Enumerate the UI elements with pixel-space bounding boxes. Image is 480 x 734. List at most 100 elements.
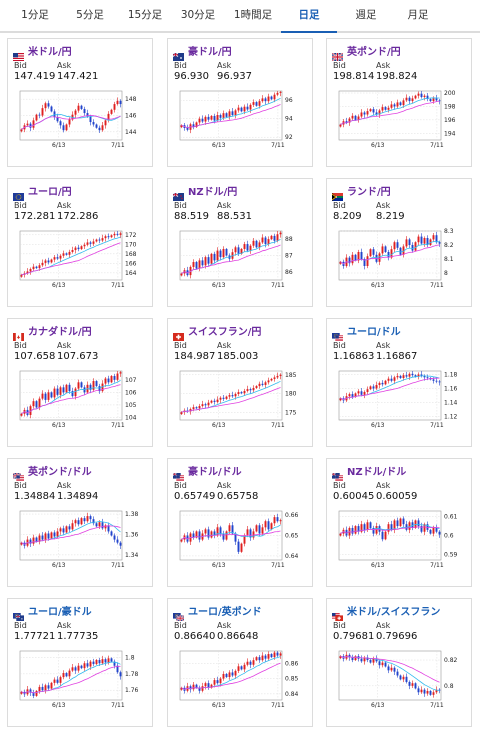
candlestick-chart[interactable]: 0.82 0.8 6/13 7/11: [327, 645, 473, 728]
currency-pair-title[interactable]: 米ドル/スイスフラン: [347, 607, 441, 618]
candlestick-chart[interactable]: 0.61 0.6 0.59 6/13 7/11: [327, 505, 473, 588]
candle-body: [116, 373, 119, 380]
candlestick-chart[interactable]: 0.86 0.85 0.84 6/13 7/11: [168, 645, 314, 728]
candlestick-chart[interactable]: 185 180 175 6/13 7/11: [168, 365, 314, 448]
x-tick-label: 7/11: [111, 562, 125, 569]
tab-30min[interactable]: 30分足: [180, 9, 216, 21]
currency-pair-title[interactable]: 英ポンド/ドル: [28, 467, 92, 478]
candle-body: [77, 382, 80, 389]
rate-card[interactable]: 米ドル/円 Bid Ask 147.419 147.421 148 146 144 6/13 7/…: [7, 38, 153, 167]
rate-card[interactable]: NZドル/円 Bid Ask 88.519 88.531 88 87 86 6/13 7/11: [167, 178, 313, 307]
candlestick-chart[interactable]: 200 198 196 194 6/13 7/11: [327, 85, 473, 168]
candle-body: [402, 676, 405, 680]
y-tick-label: 144: [125, 129, 137, 136]
candle-body: [207, 116, 210, 120]
currency-pair-title[interactable]: 豪ドル/ドル: [188, 467, 242, 478]
candle-body: [369, 109, 372, 112]
candle-body: [83, 663, 86, 669]
rate-card[interactable]: 英ポンド/円 Bid Ask 198.814 198.824 200 198 196 194 6/…: [326, 38, 472, 167]
bid-value: 1.77721: [14, 631, 56, 642]
candle-body: [116, 665, 119, 673]
currency-pair-title[interactable]: カナダドル/円: [28, 327, 92, 338]
rate-card[interactable]: ユーロ/円 Bid Ask 172.281 172.286 172 170 168 166 164…: [7, 178, 153, 307]
currency-pair-title[interactable]: 豪ドル/円: [188, 47, 232, 58]
candle-body: [438, 381, 441, 383]
rate-card[interactable]: 英ポンド/ドル Bid Ask 1.34884 1.34894 1.38 1.36 1.34 6…: [7, 458, 153, 587]
candlestick-chart[interactable]: 88 87 86 6/13 7/11: [168, 225, 314, 308]
candle-body: [62, 673, 65, 678]
rate-card[interactable]: ユーロ/豪ドル Bid Ask 1.77721 1.77735 1.8 1.78 1.76 6/…: [7, 598, 153, 727]
candle-body: [119, 233, 122, 235]
rate-card[interactable]: カナダドル/円 Bid Ask 107.658 107.673 107 106 105 104 6…: [7, 318, 153, 447]
ask-value: 88.531: [217, 211, 252, 222]
candlestick-chart[interactable]: 1.38 1.36 1.34 6/13 7/11: [8, 505, 154, 588]
candle-body: [216, 399, 219, 402]
tab-5min[interactable]: 5分足: [76, 9, 104, 21]
chart-frame: [19, 370, 123, 421]
ask-label: Ask: [217, 341, 232, 350]
candle-body: [414, 375, 417, 377]
candle-body: [390, 249, 393, 258]
rate-card[interactable]: 豪ドル/ドル Bid Ask 0.65749 0.65758 0.66 0.65 0.64 6/…: [167, 458, 313, 587]
candle-body: [210, 684, 213, 688]
currency-pair-title[interactable]: NZドル/円: [188, 187, 238, 198]
x-tick-label: 7/11: [111, 282, 125, 289]
candle-body: [432, 527, 435, 534]
candle-body: [363, 524, 366, 530]
rate-card[interactable]: ユーロ/英ポンド Bid Ask 0.86640 0.86648 0.86 0.85 0.84…: [167, 598, 313, 727]
currency-pair-title[interactable]: ユーロ/英ポンド: [188, 607, 262, 618]
candle-body: [351, 115, 354, 119]
candlestick-chart[interactable]: 172 170 168 166 164 6/13 7/11: [8, 225, 154, 308]
candle-body: [429, 690, 432, 695]
candle-body: [339, 533, 342, 536]
candle-body: [234, 247, 237, 253]
currency-pair-title[interactable]: 英ポンド/円: [347, 47, 401, 58]
rate-card[interactable]: NZドル/ドル Bid Ask 0.60045 0.60059 0.61 0.6 0.59 6/…: [326, 458, 472, 587]
candle-body: [348, 257, 351, 264]
candle-body: [53, 679, 56, 683]
candle-body: [35, 266, 38, 269]
candle-body: [213, 115, 216, 121]
rate-card[interactable]: 米ドル/スイスフラン Bid Ask 0.79681 0.79696 0.82 0.8 6/1…: [326, 598, 472, 727]
candlestick-chart[interactable]: 1.8 1.78 1.76 6/13 7/11: [8, 645, 154, 728]
tab-daily[interactable]: 日足: [281, 0, 337, 33]
currency-pair-title[interactable]: NZドル/ドル: [347, 467, 407, 478]
candlestick-chart[interactable]: 1.18 1.16 1.14 1.12 6/13 7/11: [327, 365, 473, 448]
candle-body: [210, 115, 213, 120]
candle-body: [384, 107, 387, 110]
candlestick-chart[interactable]: 0.66 0.65 0.64 6/13 7/11: [168, 505, 314, 588]
y-tick-label: 0.65: [285, 533, 299, 540]
currency-pair-title[interactable]: ユーロ/円: [28, 187, 72, 198]
candle-body: [104, 236, 107, 239]
moving-average-line: [340, 655, 440, 683]
candle-body: [101, 125, 104, 131]
candle-body: [363, 259, 366, 266]
candle-body: [26, 271, 29, 274]
candle-body: [276, 92, 279, 95]
tab-15min[interactable]: 15分足: [127, 9, 163, 21]
candle-body: [273, 377, 276, 379]
tab-weekly[interactable]: 週足: [355, 9, 377, 21]
rate-card[interactable]: ランド/円 Bid Ask 8.209 8.219 8.3 8.2 8.1 8 6/13 7/11: [326, 178, 472, 307]
rate-card[interactable]: スイスフラン/円 Bid Ask 184.987 185.003 185 180 175 6/1…: [167, 318, 313, 447]
tab-monthly[interactable]: 月足: [407, 9, 429, 21]
currency-pair-title[interactable]: ランド/円: [347, 187, 391, 198]
bid-label: Bid: [174, 481, 187, 490]
currency-pair-title[interactable]: ユーロ/ドル: [347, 327, 401, 338]
tab-1hour[interactable]: 1時間足: [233, 9, 273, 21]
currency-pair-title[interactable]: 米ドル/円: [28, 47, 72, 58]
candle-body: [29, 689, 32, 693]
candlestick-chart[interactable]: 8.3 8.2 8.1 8 6/13 7/11: [327, 225, 473, 308]
candlestick-chart[interactable]: 107 106 105 104 6/13 7/11: [8, 365, 154, 448]
candle-body: [249, 529, 252, 538]
currency-pair-title[interactable]: ユーロ/豪ドル: [28, 607, 92, 618]
rate-card[interactable]: 豪ドル/円 Bid Ask 96.930 96.937 96 94 92 6/13 7/11: [167, 38, 313, 167]
rate-card[interactable]: ユーロ/ドル Bid Ask 1.16863 1.16867 1.18 1.16 1.14 1.…: [326, 318, 472, 447]
candlestick-chart[interactable]: 96 94 92 6/13 7/11: [168, 85, 314, 168]
tab-1min[interactable]: 1分足: [21, 9, 49, 21]
candle-body: [423, 524, 426, 532]
candle-body: [372, 386, 375, 389]
candlestick-chart[interactable]: 148 146 144 6/13 7/11: [8, 85, 154, 168]
currency-pair-title[interactable]: スイスフラン/円: [188, 327, 262, 338]
candle-body: [348, 118, 351, 123]
